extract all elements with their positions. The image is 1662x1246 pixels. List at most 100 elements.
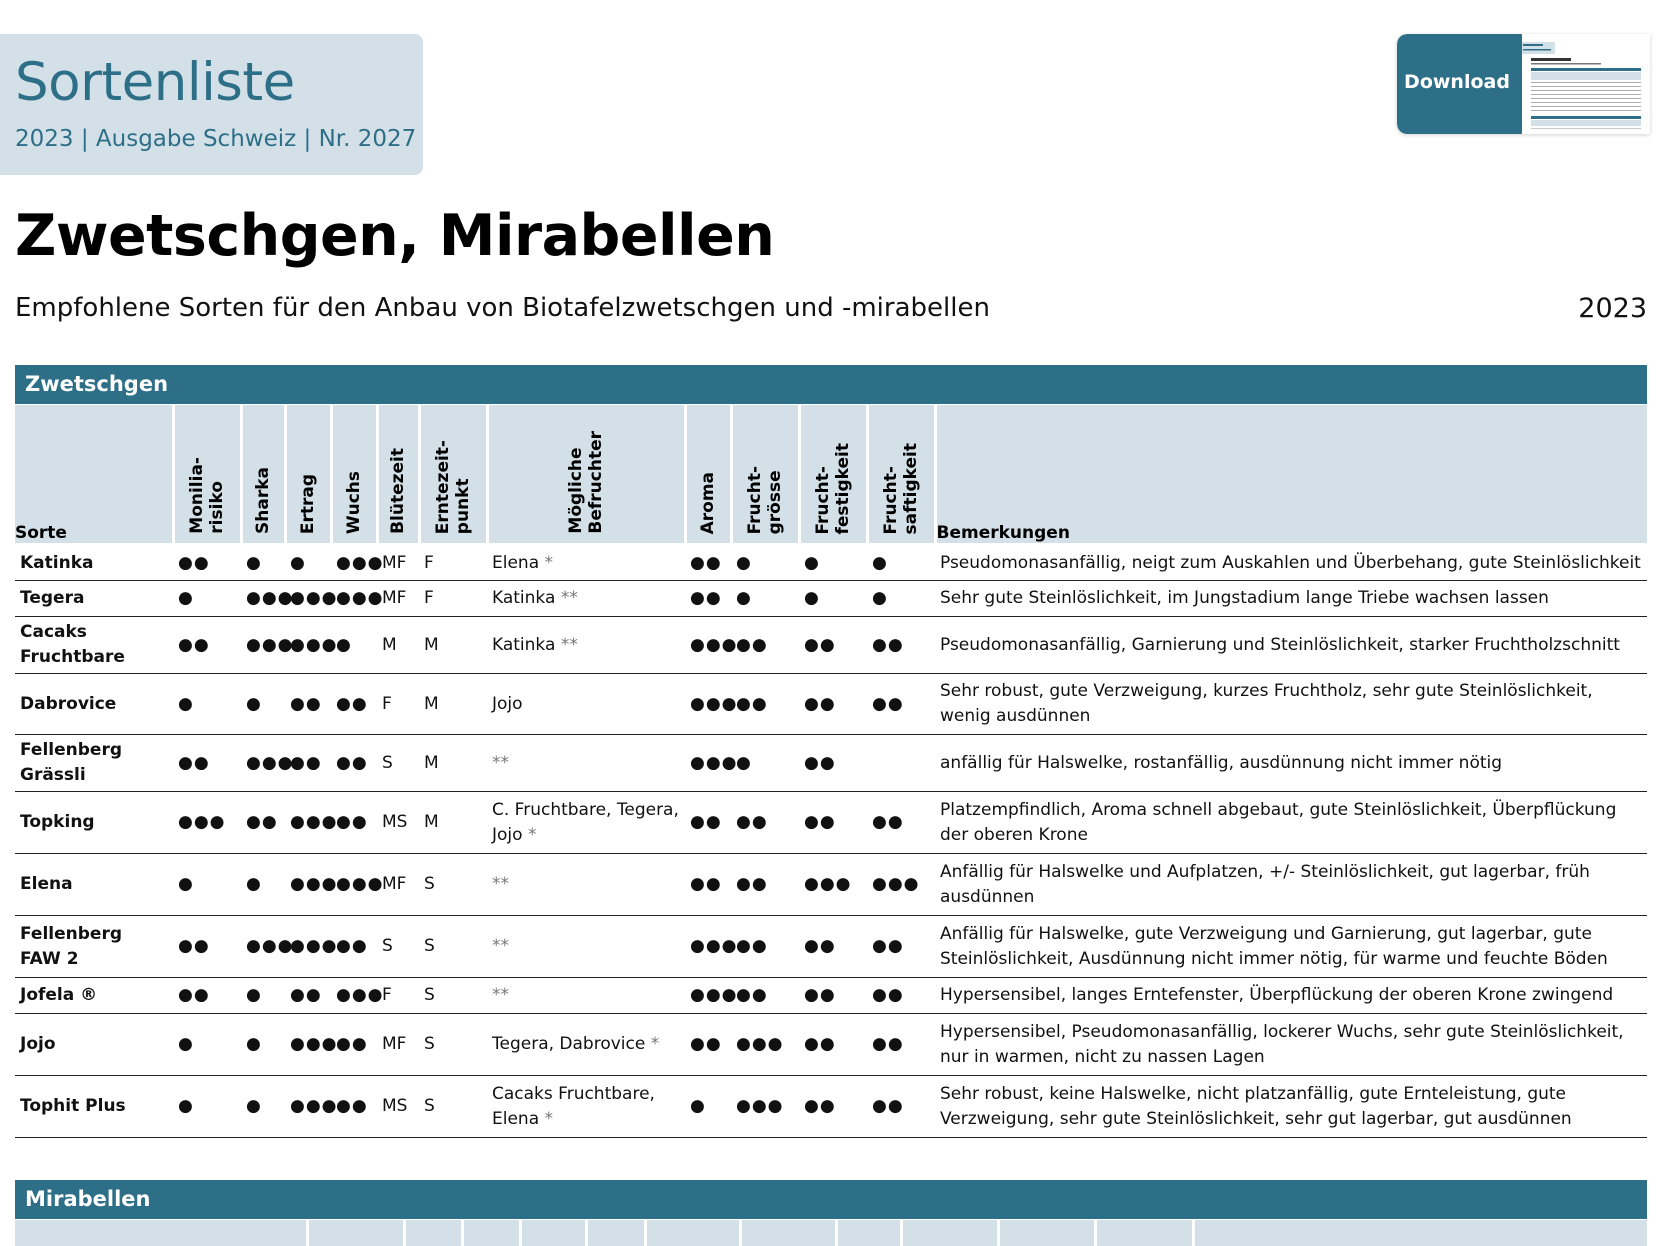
cell-aroma: ● bbox=[685, 1075, 731, 1138]
cell-festigkeit: ●● bbox=[799, 977, 867, 1014]
cell-monilia: ● bbox=[173, 1013, 241, 1076]
cell-groesse: ●● bbox=[731, 977, 799, 1014]
mirabellen-table-header bbox=[15, 1220, 1647, 1246]
cell-festigkeit: ● bbox=[799, 544, 867, 581]
cell-sharka: ● bbox=[241, 853, 285, 916]
cell-wuchs: ●● bbox=[331, 791, 377, 854]
cell-sorte: Fellenberg Grässli bbox=[15, 734, 173, 792]
column-header: Blütezeit bbox=[375, 405, 419, 546]
befruchter-text: C. Fruchtbare, Tegera, Jojo bbox=[492, 799, 679, 845]
zwetschgen-table: Sorte Monilia- risiko Sharka Ertrag Wuch… bbox=[15, 405, 1647, 1138]
cell-sorte: Jojo bbox=[15, 1013, 173, 1076]
cell-ernte: S bbox=[419, 1075, 487, 1138]
column-header: Sorte bbox=[15, 405, 173, 546]
cell-wuchs: ●● bbox=[331, 734, 377, 792]
cell-befruchter: C. Fruchtbare, Tegera, Jojo * bbox=[487, 791, 685, 854]
cell-groesse: ● bbox=[731, 734, 799, 792]
table-row: Cacaks Fruchtbare ●● ●●● ●●● ● M M Katinka ** ●●… bbox=[15, 616, 1647, 674]
cell-festigkeit: ●● bbox=[799, 915, 867, 978]
cell-bluete: MF bbox=[377, 853, 419, 916]
cell-befruchter: Cacaks Fruchtbare, Elena * bbox=[487, 1075, 685, 1138]
cell-groesse: ●●● bbox=[731, 1013, 799, 1076]
cell-monilia: ● bbox=[173, 1075, 241, 1138]
cell-sorte: Katinka bbox=[15, 544, 173, 581]
cell-ertrag: ●●● bbox=[285, 1013, 337, 1076]
cell-ernte: S bbox=[419, 853, 487, 916]
column-header: Bemerkungen bbox=[933, 405, 1647, 546]
befruchter-footnote: * bbox=[527, 824, 537, 845]
cell-saftigkeit: ●● bbox=[867, 616, 935, 674]
cell-sorte: Elena bbox=[15, 853, 173, 916]
cell-groesse: ●● bbox=[731, 791, 799, 854]
cell-sorte: Dabrovice bbox=[15, 673, 173, 735]
cell-monilia: ●●● bbox=[173, 791, 241, 854]
cell-ernte: M bbox=[419, 616, 487, 674]
section-header-mirabellen: Mirabellen bbox=[15, 1180, 1647, 1219]
cell-ernte: S bbox=[419, 1013, 487, 1076]
cell-bemerkung: Sehr gute Steinlöslichkeit, im Jungstadi… bbox=[935, 580, 1647, 617]
cell-wuchs: ●●● bbox=[331, 977, 383, 1014]
cell-festigkeit: ●● bbox=[799, 734, 867, 792]
cell-bemerkung: Anfällig für Halswelke, gute Verzweigung… bbox=[935, 915, 1647, 978]
cell-befruchter: Jojo bbox=[487, 673, 685, 735]
cell-ertrag: ●●● bbox=[285, 1075, 337, 1138]
section-header-zwetschgen: Zwetschgen bbox=[15, 365, 1647, 404]
cell-sharka: ● bbox=[241, 673, 285, 735]
cell-ernte: M bbox=[419, 791, 487, 854]
cell-ernte: M bbox=[419, 673, 487, 735]
cell-saftigkeit: ●●● bbox=[867, 853, 935, 916]
column-header: Frucht- grösse bbox=[729, 405, 799, 546]
table-row: Elena ● ● ●●● ●●● MF S ** ●● ●● ●●● ●●● Anfällig fü… bbox=[15, 853, 1647, 916]
cell-ertrag: ●●● bbox=[285, 616, 337, 674]
cell-festigkeit: ●● bbox=[799, 791, 867, 854]
cell-festigkeit: ●● bbox=[799, 1075, 867, 1138]
cell-sharka: ●●● bbox=[241, 734, 293, 792]
cell-ernte: S bbox=[419, 977, 487, 1014]
download-label[interactable]: Download bbox=[1404, 71, 1510, 93]
befruchter-footnote: ** bbox=[492, 752, 509, 773]
cell-aroma: ●●● bbox=[685, 734, 737, 792]
column-header: Ertrag bbox=[283, 405, 331, 546]
cell-wuchs: ●● bbox=[331, 1013, 377, 1076]
cell-ertrag: ●●● bbox=[285, 853, 337, 916]
cell-ertrag: ●●● bbox=[285, 580, 337, 617]
table-row: Tegera ● ●●● ●●● ●●● MF F Katinka ** ●● ● ● ● Sehr g… bbox=[15, 580, 1647, 617]
cell-festigkeit: ●● bbox=[799, 616, 867, 674]
download-button[interactable]: Download bbox=[1397, 34, 1650, 134]
cell-saftigkeit: ● bbox=[867, 544, 935, 581]
cell-aroma: ●● bbox=[685, 853, 731, 916]
table-row: Jofela ® ●● ● ●● ●●● F S ** ●●● ●● ●● ●● Hypersensi… bbox=[15, 977, 1647, 1014]
cell-monilia: ●● bbox=[173, 544, 241, 581]
page-subtitle: Empfohlene Sorten für den Anbau von Biot… bbox=[15, 293, 990, 323]
cell-aroma: ●●● bbox=[685, 673, 737, 735]
cell-saftigkeit: ●● bbox=[867, 673, 935, 735]
befruchter-footnote: ** bbox=[560, 588, 578, 608]
cell-sharka: ● bbox=[241, 544, 285, 581]
table-row: Fellenberg FAW 2 ●● ●●● ●●● ●● S S ** ●●● ●● ●● ●●… bbox=[15, 915, 1647, 978]
befruchter-text: Tegera, Dabrovice bbox=[492, 1034, 646, 1054]
cell-saftigkeit bbox=[867, 734, 935, 792]
cell-bemerkung: Hypersensibel, langes Erntefenster, Über… bbox=[935, 977, 1647, 1014]
cell-aroma: ●● bbox=[685, 580, 731, 617]
befruchter-text: Katinka bbox=[492, 634, 556, 655]
cell-sharka: ●●● bbox=[241, 616, 293, 674]
cell-bemerkung: Hypersensibel, Pseudomonasanfällig, lock… bbox=[935, 1013, 1647, 1076]
cell-wuchs: ●● bbox=[331, 673, 377, 735]
table-row: Topking ●●● ●● ●●● ●● MS M C. Fruchtbare, Teger… bbox=[15, 791, 1647, 854]
cell-aroma: ●●● bbox=[685, 616, 737, 674]
cell-sharka: ●●● bbox=[241, 580, 293, 617]
document-thumbnail-icon bbox=[1515, 40, 1643, 134]
cell-bluete: M bbox=[377, 616, 419, 674]
cell-bluete: MF bbox=[377, 580, 419, 617]
cell-wuchs: ●● bbox=[331, 1075, 377, 1138]
befruchter-footnote: ** bbox=[492, 936, 509, 956]
cell-saftigkeit: ●● bbox=[867, 791, 935, 854]
cell-groesse: ●● bbox=[731, 915, 799, 978]
cell-bemerkung: Anfällig für Halswelke und Aufplatzen, +… bbox=[935, 853, 1647, 916]
befruchter-footnote: * bbox=[544, 1108, 554, 1129]
cell-bemerkung: Sehr robust, gute Verzweigung, kurzes Fr… bbox=[935, 673, 1647, 735]
cell-saftigkeit: ●● bbox=[867, 915, 935, 978]
column-header: Mögliche Befruchter bbox=[485, 405, 685, 546]
cell-befruchter: ** bbox=[487, 853, 685, 916]
publication-title: Sortenliste bbox=[15, 52, 295, 113]
